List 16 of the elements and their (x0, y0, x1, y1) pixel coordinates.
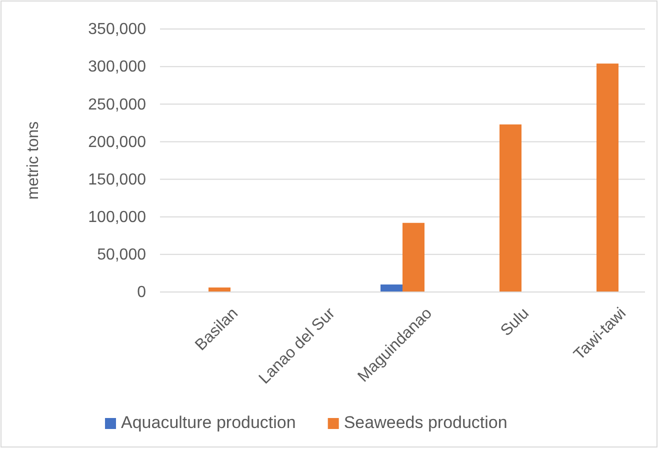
bar (380, 284, 402, 292)
bar (402, 222, 424, 292)
legend-label: Aquaculture production (121, 413, 296, 432)
y-tick-label: 250,000 (88, 96, 146, 114)
legend-label: Seaweeds production (344, 413, 508, 432)
y-tick-label: 350,000 (88, 21, 146, 38)
y-axis-title: metric tons (25, 121, 42, 200)
y-tick-label: 100,000 (88, 208, 146, 226)
bar (500, 124, 522, 292)
y-tick-label: 200,000 (88, 134, 146, 151)
x-tick-label: Sulu (498, 304, 532, 340)
y-tick-label: 150,000 (88, 171, 146, 188)
bar (596, 64, 618, 292)
y-tick-label: 50,000 (97, 246, 146, 264)
y-tick-label: 300,000 (88, 58, 146, 76)
y-tick-label: 0 (137, 284, 146, 302)
